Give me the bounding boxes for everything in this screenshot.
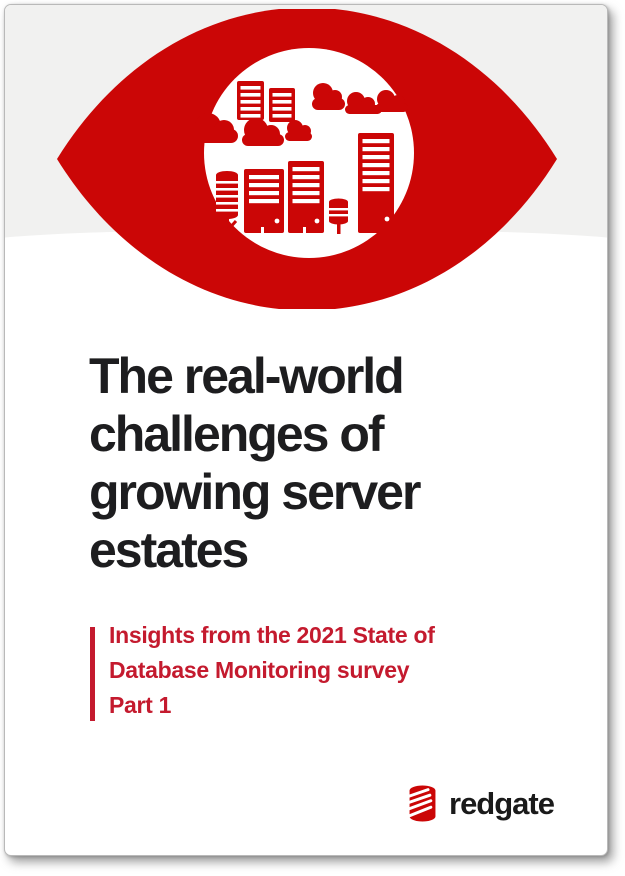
database-cylinder-icon	[329, 198, 348, 234]
server-rack-icon	[269, 88, 295, 122]
subtitle-line: Insights from the 2021 State of	[109, 622, 435, 648]
cloud-icon	[242, 118, 284, 146]
server-tower-icon	[358, 133, 394, 233]
cloud-icon	[285, 120, 312, 141]
title-line: challenges of	[89, 406, 385, 462]
server-tower-icon	[244, 169, 284, 233]
eye-illustration	[57, 9, 557, 309]
redgate-logo: redgate	[404, 783, 555, 824]
redgate-database-icon	[404, 785, 436, 822]
cloud-icon	[312, 83, 345, 110]
database-cylinder-icon	[216, 171, 238, 233]
title-line: The real-world	[89, 348, 405, 404]
page-title: The real-world challenges of growing ser…	[89, 347, 421, 579]
subtitle-block: Insights from the 2021 State of Database…	[90, 618, 435, 723]
document-page: The real-world challenges of growing ser…	[4, 4, 608, 856]
server-rack-icon	[237, 81, 264, 120]
redgate-logo-text: redgate	[449, 785, 555, 821]
title-line: estates	[89, 522, 249, 578]
server-tower-icon	[288, 161, 324, 233]
cloud-icon	[345, 92, 382, 114]
subtitle-line: Database Monitoring survey	[109, 657, 410, 683]
subtitle-accent-bar	[90, 627, 95, 721]
subtitle: Insights from the 2021 State of Database…	[109, 618, 435, 723]
title-line: growing server	[89, 464, 421, 520]
cloud-icon	[194, 113, 238, 143]
cloud-icon	[376, 90, 408, 112]
subtitle-line: Part 1	[109, 692, 172, 718]
cover-hero	[5, 5, 607, 329]
